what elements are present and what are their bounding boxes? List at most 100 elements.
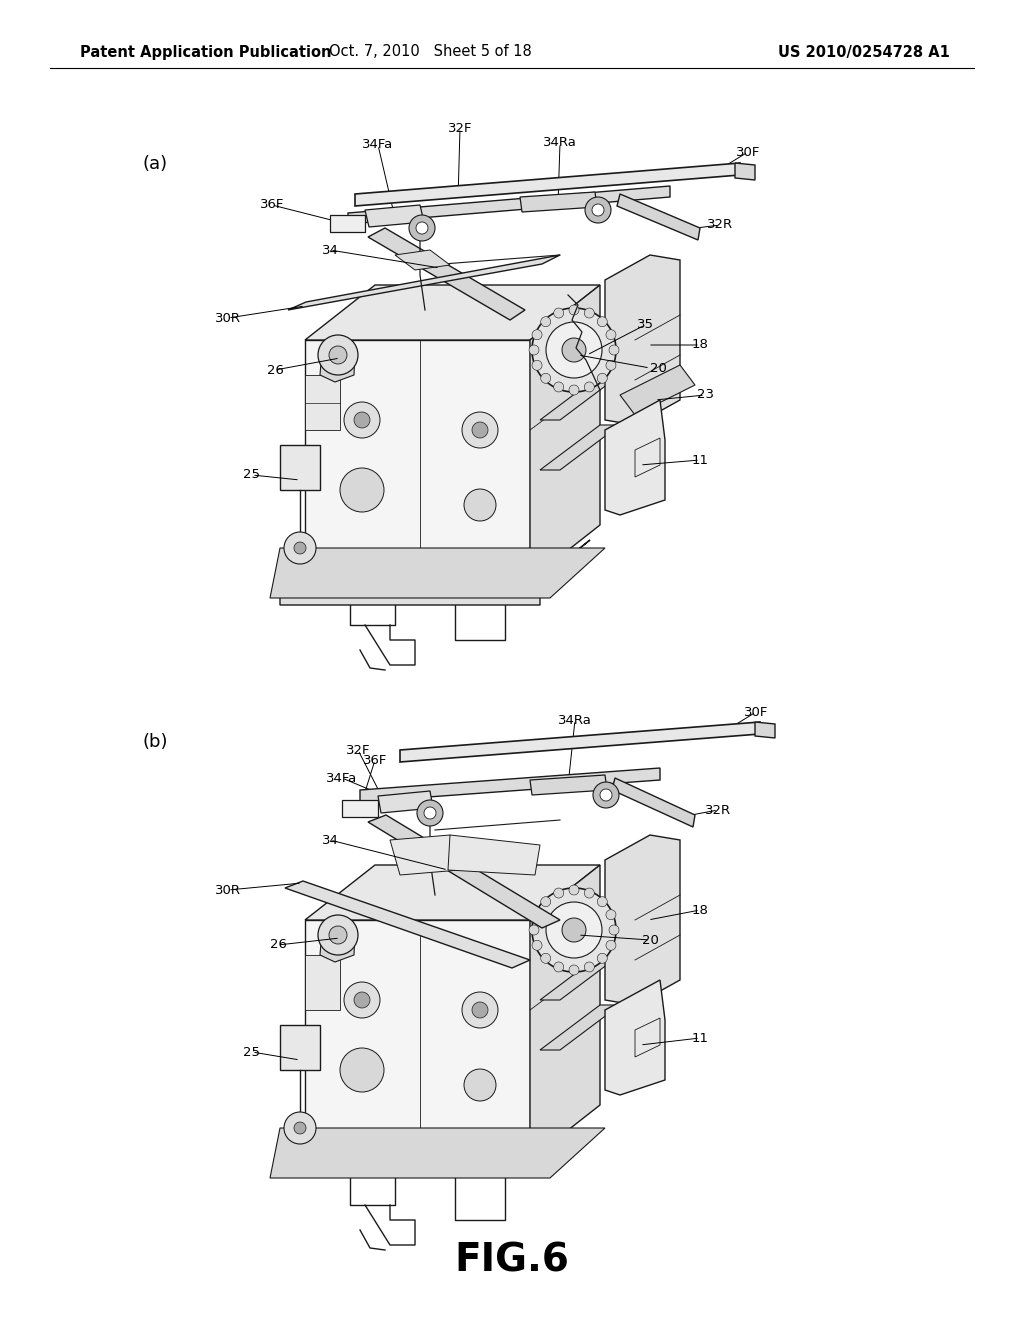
Polygon shape (530, 775, 607, 795)
Circle shape (541, 896, 551, 907)
Circle shape (284, 1111, 316, 1144)
Text: 34Fa: 34Fa (362, 139, 393, 152)
Text: 11: 11 (691, 1031, 709, 1044)
Text: FIG.6: FIG.6 (455, 1241, 569, 1279)
Polygon shape (540, 425, 620, 470)
Circle shape (532, 909, 542, 920)
Text: 30R: 30R (215, 312, 241, 325)
Circle shape (569, 965, 579, 975)
Circle shape (554, 962, 563, 972)
Circle shape (585, 381, 594, 392)
Circle shape (462, 412, 498, 447)
Circle shape (541, 317, 551, 327)
Polygon shape (368, 228, 525, 319)
Polygon shape (305, 375, 340, 430)
Text: 34: 34 (322, 243, 339, 256)
Circle shape (597, 317, 607, 327)
Circle shape (464, 488, 496, 521)
Text: 36F: 36F (260, 198, 285, 211)
Polygon shape (319, 350, 355, 381)
Circle shape (597, 896, 607, 907)
Circle shape (354, 993, 370, 1008)
Circle shape (546, 902, 602, 958)
Polygon shape (755, 722, 775, 738)
Circle shape (592, 205, 604, 216)
Circle shape (609, 345, 618, 355)
Circle shape (569, 305, 579, 315)
Text: 25: 25 (244, 469, 260, 482)
Circle shape (529, 925, 539, 935)
Polygon shape (530, 865, 600, 1160)
Text: 34Ra: 34Ra (543, 136, 577, 149)
Text: (a): (a) (142, 154, 167, 173)
Text: 26: 26 (269, 939, 287, 952)
Text: 20: 20 (650, 362, 667, 375)
Circle shape (609, 925, 618, 935)
Text: 34: 34 (322, 833, 339, 846)
Polygon shape (540, 375, 620, 420)
Circle shape (593, 781, 618, 808)
Circle shape (417, 800, 443, 826)
Circle shape (318, 915, 358, 954)
Polygon shape (540, 325, 620, 370)
Polygon shape (540, 1005, 620, 1049)
Polygon shape (305, 285, 600, 341)
Circle shape (585, 308, 594, 318)
Polygon shape (605, 400, 665, 515)
Polygon shape (270, 1129, 605, 1177)
Polygon shape (305, 920, 530, 1160)
Polygon shape (620, 366, 695, 414)
Text: 26: 26 (266, 363, 284, 376)
Circle shape (529, 345, 539, 355)
Circle shape (472, 422, 488, 438)
Text: 35: 35 (637, 318, 653, 331)
Circle shape (344, 403, 380, 438)
Polygon shape (540, 954, 620, 1001)
Text: US 2010/0254728 A1: US 2010/0254728 A1 (778, 45, 950, 59)
Text: 30F: 30F (736, 145, 760, 158)
Circle shape (340, 1048, 384, 1092)
Polygon shape (342, 800, 378, 817)
Text: 30R: 30R (215, 883, 241, 896)
Polygon shape (617, 194, 700, 240)
Circle shape (462, 993, 498, 1028)
Circle shape (554, 381, 563, 392)
Circle shape (585, 962, 594, 972)
Circle shape (532, 360, 542, 371)
Text: 18: 18 (691, 903, 709, 916)
Circle shape (606, 940, 616, 950)
Circle shape (541, 953, 551, 964)
Circle shape (569, 385, 579, 395)
Polygon shape (280, 540, 590, 605)
Circle shape (294, 543, 306, 554)
Polygon shape (348, 186, 670, 224)
Circle shape (318, 335, 358, 375)
Polygon shape (270, 548, 605, 598)
Text: (b): (b) (142, 733, 168, 751)
Polygon shape (735, 162, 755, 180)
Polygon shape (305, 341, 530, 579)
Circle shape (597, 374, 607, 383)
Circle shape (329, 346, 347, 364)
Text: 23: 23 (696, 388, 714, 401)
Polygon shape (368, 814, 560, 928)
Circle shape (340, 469, 384, 512)
Polygon shape (285, 880, 530, 968)
Circle shape (329, 927, 347, 944)
Polygon shape (355, 162, 740, 206)
Circle shape (606, 360, 616, 371)
Circle shape (294, 1122, 306, 1134)
Circle shape (554, 888, 563, 898)
Polygon shape (540, 906, 620, 950)
Polygon shape (605, 836, 680, 1005)
Circle shape (585, 197, 611, 223)
Circle shape (532, 308, 616, 392)
Circle shape (532, 330, 542, 339)
Text: 25: 25 (244, 1045, 260, 1059)
Text: Oct. 7, 2010   Sheet 5 of 18: Oct. 7, 2010 Sheet 5 of 18 (329, 45, 531, 59)
Polygon shape (395, 249, 450, 271)
Circle shape (464, 1069, 496, 1101)
Text: 32R: 32R (705, 804, 731, 817)
Circle shape (409, 215, 435, 242)
Polygon shape (449, 836, 540, 875)
